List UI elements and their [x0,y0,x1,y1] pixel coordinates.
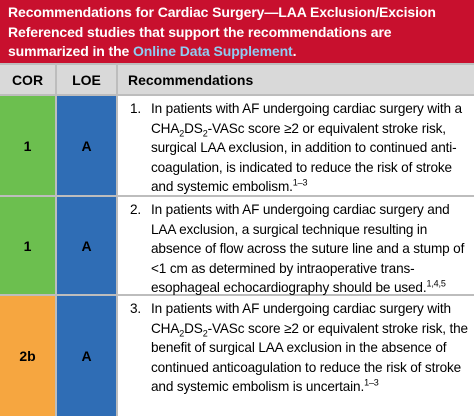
cor-cell: 1 [0,96,55,195]
recommendation-text: 1–3 [364,377,379,388]
cor-cell: 1 [0,197,55,294]
loe-cell: A [57,296,116,416]
title-band: Recommendations for Cardiac Surgery—LAA … [0,0,474,63]
loe-cell: A [57,96,116,195]
loe-cell: A [57,197,116,294]
recommendation-text: 2 [202,128,208,139]
subtitle: Referenced studies that support the reco… [8,23,392,60]
recommendation-text: DS [184,120,203,136]
recommendation-number: 3. [130,301,142,316]
recommendation-text: DS [184,320,203,336]
recommendation-number: 1. [130,101,142,116]
recommendation-text: -VASc score ≥2 or equivalent stroke risk… [151,120,457,195]
cor-cell: 2b [0,296,55,416]
title: Recommendations for Cardiac Surgery—LAA … [8,4,436,20]
recommendation-text: In patients with AF undergoing cardiac s… [151,301,451,336]
recommendation-cell: 2. In patients with AF undergoing cardiac… [118,197,474,296]
recommendation-text: 2 [179,328,185,339]
recommendation-text: 2 [202,328,208,339]
recommendation-cell: 1. In patients with AF undergoing cardiac… [118,96,474,195]
subtitle-end: . [292,43,297,59]
column-header: COR [0,65,55,94]
recommendation-text: -VASc score ≥2 or equivalent stroke risk… [151,320,468,395]
recommendation-number: 2. [130,202,142,217]
recommendation-text: 1–3 [292,177,308,188]
supplement-link[interactable]: Online Data Supplement [133,43,293,59]
recommendation-text: 1,4,5 [426,278,446,289]
column-header: Recommendations [118,65,474,94]
column-header: LOE [57,65,116,94]
recommendation-cell: 3. In patients with AF undergoing cardiac… [118,296,474,416]
recommendation-text: In patients with AF undergoing cardiac s… [151,101,462,136]
recommendation-text: 2 [179,128,185,139]
recommendation-text: In patients with AF undergoing cardiac s… [151,202,465,296]
